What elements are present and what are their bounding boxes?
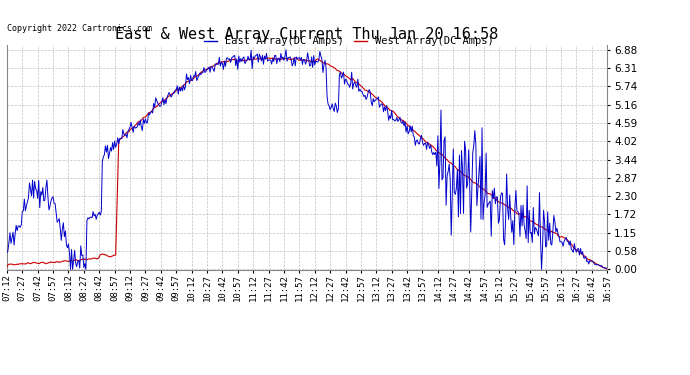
Text: Copyright 2022 Cartronics.com: Copyright 2022 Cartronics.com [7, 24, 152, 33]
Title: East & West Array Current Thu Jan 20 16:58: East & West Array Current Thu Jan 20 16:… [115, 27, 499, 42]
Legend: East Array(DC Amps), West Array(DC Amps): East Array(DC Amps), West Array(DC Amps) [200, 32, 498, 51]
